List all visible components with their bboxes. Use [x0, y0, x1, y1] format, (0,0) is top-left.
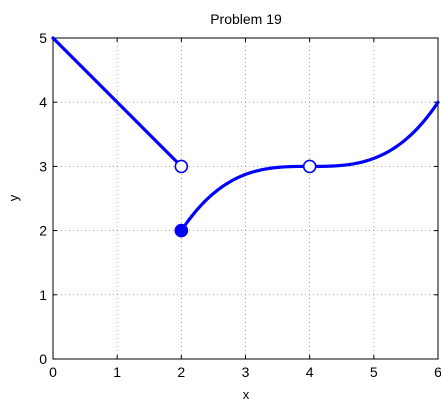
y-tick-label: 0 — [39, 351, 47, 367]
y-tick-label: 1 — [39, 287, 47, 303]
y-axis-label: y — [6, 194, 21, 201]
y-tick-label: 5 — [39, 30, 47, 46]
x-tick-label: 4 — [306, 364, 314, 380]
x-tick-label: 6 — [434, 364, 441, 380]
grid — [53, 38, 438, 359]
x-tick-label: 1 — [113, 364, 121, 380]
x-tick-label: 2 — [177, 364, 185, 380]
linear-segment — [51, 36, 183, 168]
y-tick-label: 4 — [39, 94, 47, 110]
axis-ticks: 0 1 2 3 4 5 6 0 1 2 3 4 5 — [39, 30, 441, 380]
y-tick-label: 3 — [39, 158, 47, 174]
markers — [174, 159, 317, 238]
x-tick-label: 5 — [370, 364, 378, 380]
chart-title: Problem 19 — [210, 11, 282, 27]
y-tick-label: 2 — [39, 223, 47, 239]
open-point-marker — [174, 159, 189, 174]
x-tick-label: 0 — [49, 364, 57, 380]
filled-point-marker — [174, 223, 189, 238]
open-point-marker — [302, 159, 317, 174]
x-tick-label: 3 — [242, 364, 250, 380]
x-axis-label: x — [243, 387, 250, 402]
